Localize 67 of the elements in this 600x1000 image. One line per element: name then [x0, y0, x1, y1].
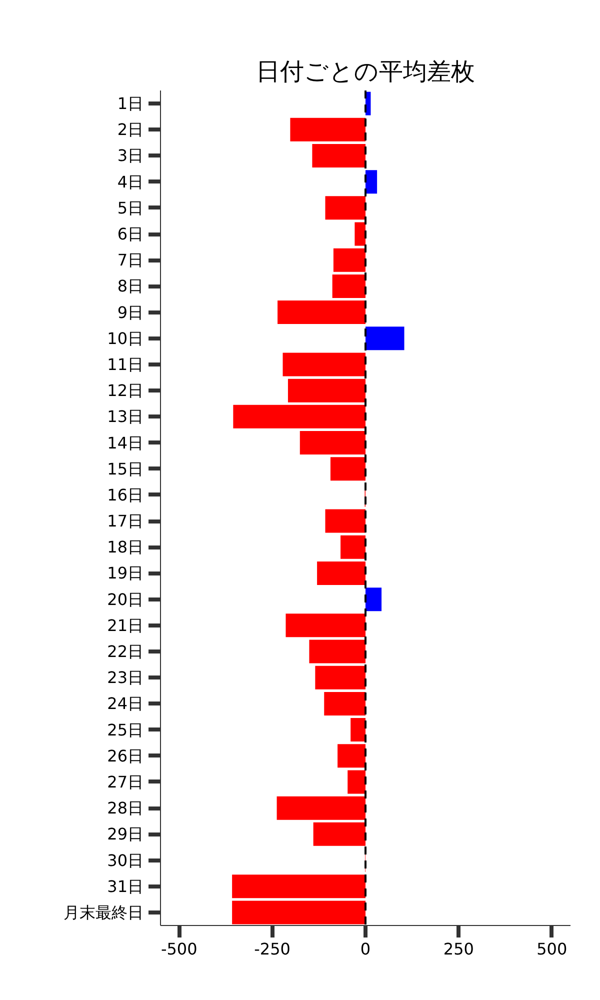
y-tick-label: 22日 — [107, 642, 144, 662]
bar — [338, 744, 366, 768]
bar — [315, 666, 366, 690]
y-tick-label: 9日 — [117, 302, 144, 322]
y-tick-label: 11日 — [107, 354, 144, 374]
y-tick-label: 21日 — [107, 616, 144, 635]
chart-title: 日付ごとの平均差枚 — [256, 58, 475, 86]
bar — [366, 588, 382, 612]
bar — [330, 457, 366, 481]
bar — [232, 900, 366, 924]
bar — [286, 614, 366, 638]
bar — [350, 718, 366, 742]
bar — [290, 118, 366, 142]
x-tick-label: 250 — [443, 940, 474, 958]
y-tick-label: 5日 — [117, 198, 144, 218]
y-tick-label: 7日 — [117, 250, 144, 270]
y-tick-label: 10日 — [107, 328, 144, 348]
bar — [312, 144, 366, 168]
y-tick-label: 月末最終日 — [64, 902, 144, 922]
x-tick-label: -250 — [254, 940, 290, 958]
y-tick-label: 25日 — [107, 720, 144, 740]
y-tick-label: 8日 — [117, 276, 144, 296]
y-tick-label: 3日 — [117, 146, 144, 166]
bar — [282, 352, 366, 376]
y-tick-label: 6日 — [117, 224, 144, 244]
bar — [232, 874, 366, 898]
y-tick-label: 28日 — [107, 798, 144, 818]
bar — [300, 431, 366, 455]
y-tick-label: 16日 — [107, 485, 144, 504]
bar — [233, 404, 366, 428]
x-tick-label: -500 — [160, 940, 198, 958]
y-tick-label: 4日 — [117, 172, 144, 192]
x-tick-label: 0 — [360, 940, 371, 958]
bar — [366, 326, 404, 350]
y-tick-label: 26日 — [107, 746, 144, 766]
y-tick-label: 12日 — [107, 381, 144, 400]
bar — [309, 640, 366, 664]
y-tick-label: 15日 — [107, 459, 144, 478]
y-tick-label: 19日 — [107, 564, 144, 583]
bar — [348, 770, 366, 794]
bar — [340, 535, 366, 559]
bar — [288, 378, 366, 402]
bar — [313, 822, 366, 846]
y-tick-label: 27日 — [107, 772, 144, 792]
y-tick-label: 24日 — [107, 694, 144, 714]
y-tick-label: 31日 — [107, 876, 144, 896]
bar — [333, 248, 366, 272]
y-tick-label: 20日 — [107, 590, 144, 609]
y-tick-label: 17日 — [107, 512, 144, 531]
y-tick-label: 1日 — [117, 94, 144, 114]
bar — [278, 300, 366, 324]
y-tick-label: 29日 — [107, 824, 144, 844]
y-tick-label: 13日 — [107, 407, 144, 426]
bar — [366, 170, 378, 194]
bar — [332, 274, 366, 298]
x-tick-label: 500 — [536, 940, 568, 958]
bar — [325, 196, 366, 220]
bar — [276, 796, 366, 820]
bar — [317, 561, 366, 585]
bar — [324, 692, 366, 716]
bar — [325, 509, 366, 533]
y-tick-label: 30日 — [107, 850, 144, 870]
bar — [354, 222, 366, 246]
y-tick-label: 14日 — [107, 433, 144, 452]
y-tick-label: 18日 — [107, 538, 144, 557]
y-tick-label: 2日 — [117, 120, 144, 140]
y-tick-label: 23日 — [107, 668, 144, 688]
